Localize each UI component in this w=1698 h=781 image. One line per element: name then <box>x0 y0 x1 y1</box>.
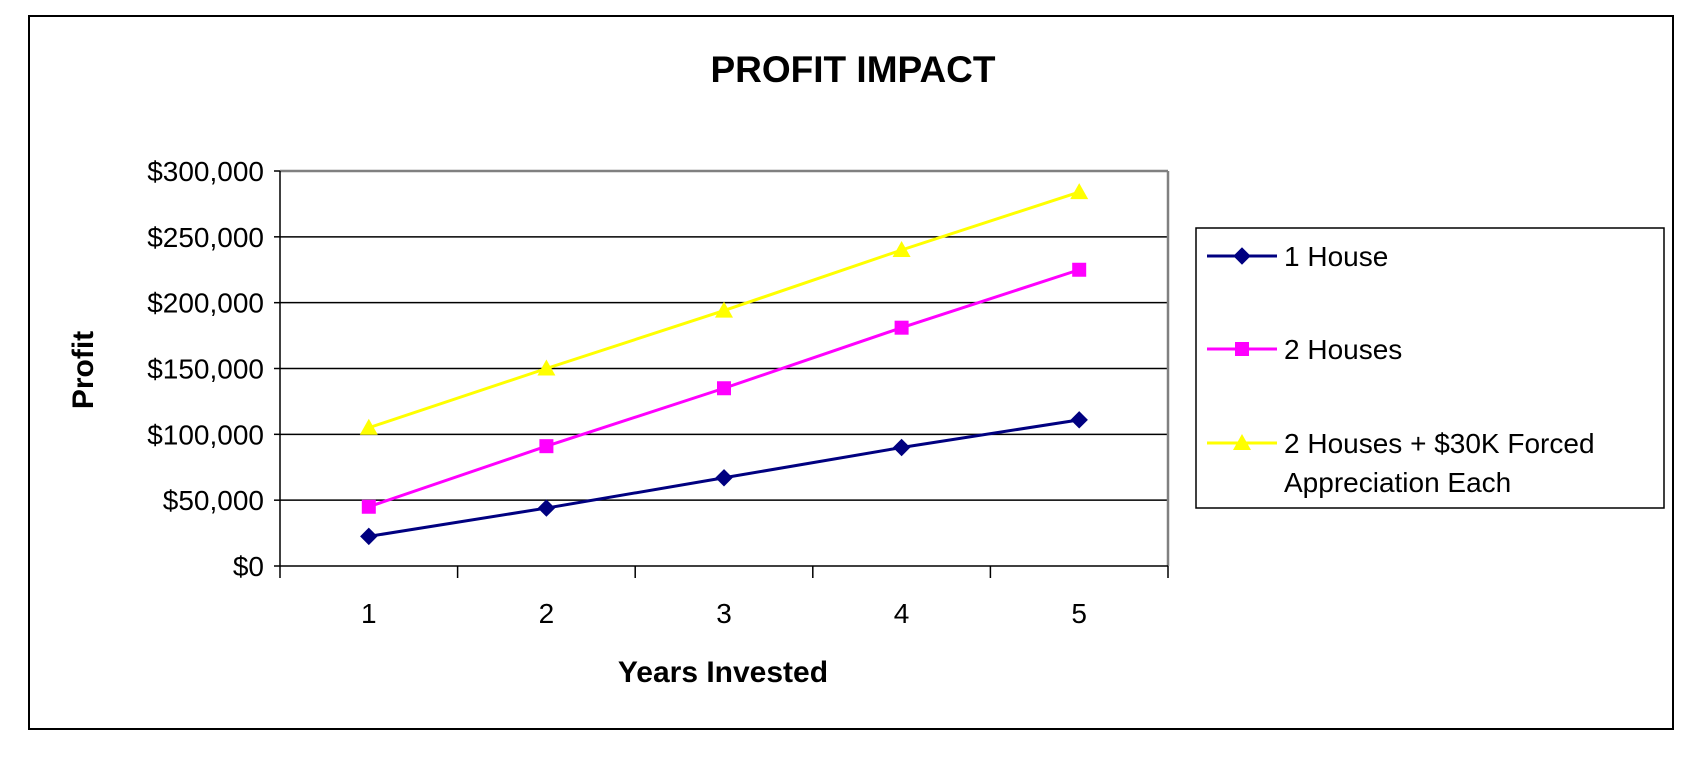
legend-label: 2 Houses + $30K Forced <box>1284 428 1595 459</box>
data-point <box>537 359 556 376</box>
legend: 1 House 2 Houses 2 Houses + $30K Forced App… <box>1195 227 1665 509</box>
data-point <box>715 469 733 487</box>
series-3 <box>359 183 1089 435</box>
plot-area: $0 $50,000 $100,000 $150,000 $200,000 $250,00… <box>147 156 1170 629</box>
x-tick-label: 1 <box>361 598 377 629</box>
data-point <box>715 301 733 318</box>
legend-item: 2 Houses <box>1207 334 1402 365</box>
x-tick-label: 4 <box>894 598 910 629</box>
data-point <box>717 381 731 396</box>
data-point <box>539 439 554 454</box>
x-tick-label: 3 <box>716 598 732 629</box>
data-point <box>894 320 909 335</box>
data-point <box>892 241 911 257</box>
data-point <box>360 527 378 546</box>
data-point <box>361 499 376 514</box>
legend-label: 1 House <box>1284 241 1388 272</box>
y-tick-label: $300,000 <box>147 156 264 187</box>
y-tick-label: $250,000 <box>147 222 264 253</box>
legend-swatch-marker <box>1233 247 1251 265</box>
data-point <box>1070 183 1089 200</box>
data-point <box>537 499 556 517</box>
legend-label: 2 Houses <box>1284 334 1402 365</box>
series-2 <box>361 262 1087 514</box>
chart-title: PROFIT IMPACT <box>710 49 995 90</box>
data-point <box>1070 411 1088 429</box>
x-tick-label: 2 <box>539 598 555 629</box>
y-tick-label: $200,000 <box>147 288 264 319</box>
legend-swatch-marker <box>1233 434 1251 450</box>
y-tick-label: $100,000 <box>147 419 264 450</box>
y-axis-title: Profit <box>67 331 100 409</box>
y-tick-label: $50,000 <box>163 485 264 516</box>
data-point <box>892 438 911 457</box>
legend-swatch-marker <box>1235 342 1249 356</box>
y-tick-label: $150,000 <box>147 354 264 385</box>
legend-item: 2 Houses + $30K Forced Appreciation Each <box>1207 428 1595 498</box>
x-axis-title: Years Invested <box>618 656 828 689</box>
y-tick-label: $0 <box>233 551 264 582</box>
x-tick-label: 5 <box>1071 598 1087 629</box>
data-point <box>359 418 378 435</box>
legend-item: 1 House <box>1207 241 1388 272</box>
legend-label: Appreciation Each <box>1284 467 1511 498</box>
data-point <box>1072 262 1087 277</box>
legend-box <box>1195 227 1665 509</box>
series-1 <box>360 411 1088 546</box>
